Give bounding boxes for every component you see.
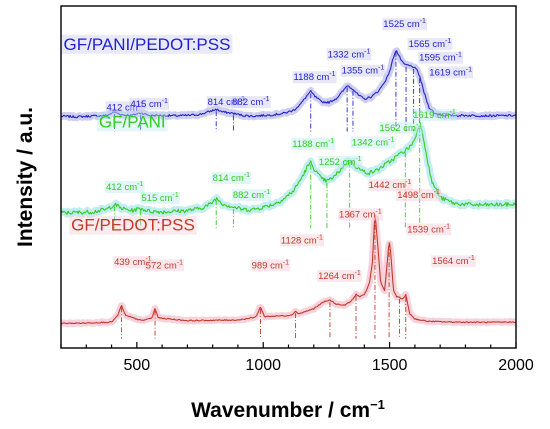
x-axis-title: Wavenumber / cm−1 <box>191 397 385 422</box>
series-name-label: GF/PANI <box>99 112 166 131</box>
peak-label: 1355 cm-1 <box>342 65 385 77</box>
peak-label-halo <box>382 18 428 31</box>
peak-label: 1498 cm-1 <box>397 189 440 201</box>
peak-label-halo <box>396 189 441 202</box>
peak-label-halo <box>206 96 247 109</box>
peak-label-halo <box>378 121 424 134</box>
series-name-label: GF/PANI/PEDOT:PSS <box>64 35 231 54</box>
peak-label: 1619 cm-1 <box>429 66 472 78</box>
x-axis-label: Wavenumber / cm <box>191 399 370 422</box>
peak-label: 1342 cm-1 <box>352 137 395 149</box>
peak-label-halo <box>412 109 457 122</box>
peak-label: 989 cm-1 <box>252 259 289 271</box>
peak-label-halo <box>211 172 252 185</box>
peak-label: 439 cm-1 <box>114 256 151 268</box>
series-name-label: GF/PEDOT:PSS <box>71 216 195 235</box>
peak-label-halo <box>129 97 170 110</box>
peak-label-halo <box>326 48 372 61</box>
peak-label-halo <box>144 259 185 272</box>
peak-label: 412 cm-1 <box>106 181 143 193</box>
peak-label-halo <box>367 178 413 191</box>
x-axis-label-superscript: −1 <box>370 397 385 412</box>
peak-label-halo <box>406 223 452 236</box>
peak-label-halo <box>104 180 145 193</box>
peak-label-halo <box>418 51 463 64</box>
peak-label: 1562 cm-1 <box>380 122 423 134</box>
peak-label: 1525 cm-1 <box>383 18 426 30</box>
series-1 <box>61 124 516 229</box>
peak-label-halo <box>407 38 453 51</box>
peak-label-halo <box>105 101 145 114</box>
peak-label-halo <box>113 256 153 269</box>
series-line <box>61 127 516 215</box>
peak-label: 814 cm-1 <box>213 172 250 184</box>
x-tick-label: 500 <box>123 357 150 374</box>
series-layer <box>61 47 516 339</box>
series-line <box>61 218 516 325</box>
peak-label: 572 cm-1 <box>146 259 183 271</box>
peak-label: 412 cm-1 <box>107 101 144 113</box>
peak-label: 882 cm-1 <box>232 96 269 108</box>
series-name-halo <box>96 112 168 132</box>
peak-label-halo <box>279 234 324 247</box>
peak-label: 1188 cm-1 <box>292 138 334 150</box>
peak-label: 1128 cm-1 <box>281 234 323 246</box>
peak-label: 415 cm-1 <box>131 98 168 110</box>
x-tick-label: 1000 <box>245 357 281 374</box>
x-tick-label: 2000 <box>498 357 534 374</box>
series-name-halo <box>69 215 197 235</box>
peak-label-halo <box>140 191 180 204</box>
peak-label-halo <box>317 156 363 169</box>
peak-label-halo <box>250 259 291 272</box>
peak-label: 1367 cm-1 <box>339 208 382 220</box>
x-axis: 500 1000 1500 2000 <box>60 342 534 374</box>
peak-label-halo <box>340 64 386 77</box>
peak-label-halo <box>317 269 362 282</box>
peak-label-halo <box>350 136 396 149</box>
x-tick-label: 1500 <box>372 357 408 374</box>
peak-label: 814 cm-1 <box>208 96 245 108</box>
peak-label-halo <box>431 255 476 268</box>
peak-label: 882 cm-1 <box>233 189 270 201</box>
peak-label: 1264 cm-1 <box>318 270 361 282</box>
peak-label-halo <box>231 96 271 109</box>
series-halo <box>61 124 516 218</box>
peak-label-halo <box>291 137 336 150</box>
peak-label: 1332 cm-1 <box>328 48 371 60</box>
peak-label: 515 cm-1 <box>141 192 178 204</box>
peak-label-halo <box>428 66 474 79</box>
peak-label-halo <box>231 189 272 202</box>
y-axis-label: Intensity / a.u. <box>14 107 37 247</box>
series-name-halo <box>61 34 233 54</box>
series-line <box>61 50 516 119</box>
peak-label: 1539 cm-1 <box>407 223 450 235</box>
peak-label: 1565 cm-1 <box>409 38 452 50</box>
peak-label-halo <box>338 208 383 221</box>
peak-label-halo <box>292 71 337 84</box>
peak-label: 1564 cm-1 <box>432 255 475 267</box>
peak-label: 1442 cm-1 <box>369 179 412 191</box>
peak-label: 1252 cm-1 <box>319 156 362 168</box>
peak-label: 1595 cm-1 <box>419 52 462 64</box>
peak-label: 1619 cm-1 <box>413 109 456 121</box>
peak-label: 1188 cm-1 <box>294 71 336 83</box>
series-2 <box>61 214 516 339</box>
series-0 <box>61 47 516 132</box>
